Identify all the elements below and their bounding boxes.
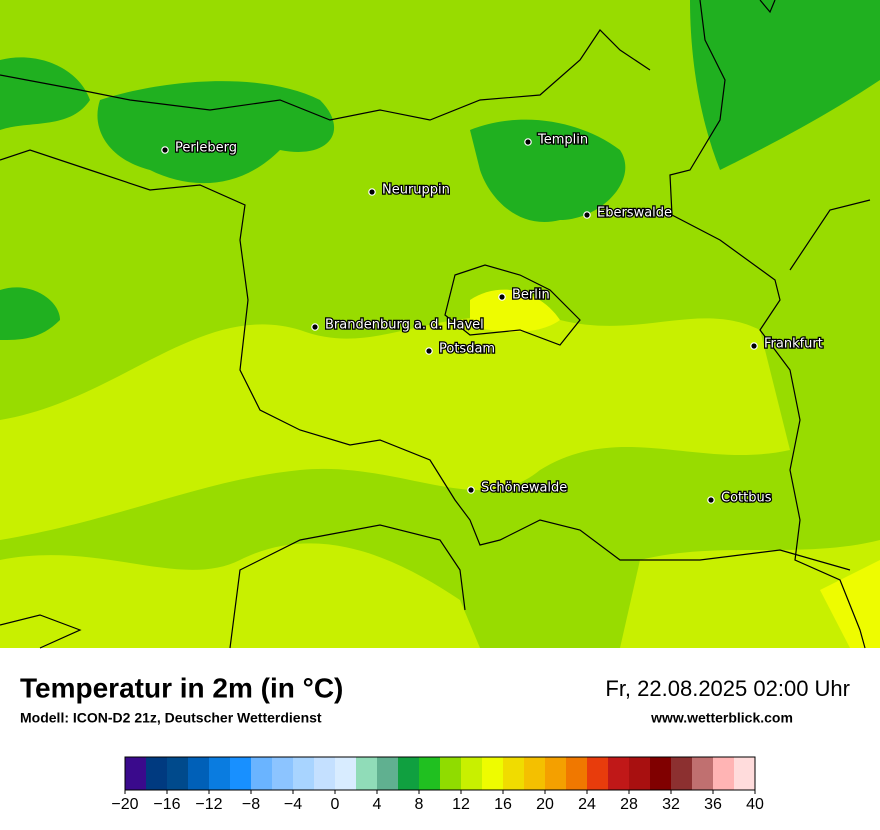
colorbar-cell: [692, 757, 714, 790]
city-dot: [425, 347, 433, 355]
colorbar-tick-label: 12: [452, 796, 470, 813]
colorbar-cell: [188, 757, 210, 790]
colorbar-tick-label: 36: [704, 796, 722, 813]
colorbar-cell: [272, 757, 294, 790]
cool-area: [0, 287, 60, 340]
city-label: Frankfurt: [764, 337, 823, 352]
cool-area: [97, 81, 335, 184]
border: [0, 149, 851, 571]
colorbar-cell: [545, 757, 567, 790]
colorbar-cell: [293, 757, 315, 790]
colorbar-tick-label: 4: [373, 796, 382, 813]
colorbar-cell: [713, 757, 735, 790]
border: [789, 199, 871, 271]
colorbar-cell: [440, 757, 462, 790]
city-label: Eberswalde: [597, 206, 672, 221]
colorbar-frame: [124, 756, 756, 791]
colorbar-cell: [461, 757, 483, 790]
colorbar-cell: [167, 757, 189, 790]
border: [444, 264, 581, 346]
border: [759, 0, 776, 14]
colorbar-cell: [419, 757, 441, 790]
colorbar-tick-label: −8: [242, 796, 260, 813]
city-dot: [311, 323, 319, 331]
colorbar-cell: [650, 757, 672, 790]
warm-area: [0, 543, 480, 648]
colorbar-cell: [335, 757, 357, 790]
cool-area: [470, 119, 626, 222]
colorbar-cell: [377, 757, 399, 790]
source: www.wetterblick.com: [650, 710, 793, 726]
colorbar-cell: [251, 757, 273, 790]
border: [0, 29, 651, 121]
colorbar-tick-label: 28: [620, 796, 638, 813]
colorbar-cell: [734, 757, 756, 790]
colorbar-cell: [146, 757, 168, 790]
border: [0, 614, 82, 649]
border: [229, 524, 466, 649]
valid-time: Fr, 22.08.2025 02:00 Uhr: [605, 676, 850, 701]
border: [669, 0, 866, 649]
colorbar-cell: [587, 757, 609, 790]
colorbar-cell: [608, 757, 630, 790]
city-dot: [583, 211, 591, 219]
colorbar-cell: [230, 757, 252, 790]
colorbar-cell: [524, 757, 546, 790]
colorbar-tick-label: −16: [153, 796, 180, 813]
colorbar-tick-label: 20: [536, 796, 554, 813]
colorbar-cell: [125, 757, 147, 790]
model-info: Modell: ICON-D2 21z, Deutscher Wetterdie…: [20, 710, 322, 726]
cities: Perleberg Templin Neuruppin Eberswalde Berli…: [161, 131, 824, 507]
colorbar-cell: [398, 757, 420, 790]
city-dot: [707, 496, 715, 504]
city-label: Schönewalde: [481, 481, 567, 496]
city-label: Berlin: [512, 288, 550, 303]
colorbar-tick-label: −4: [284, 796, 302, 813]
city-dot: [467, 486, 475, 494]
hot-area: [470, 289, 560, 332]
city-label: Brandenburg a. d. Havel: [325, 318, 484, 333]
colorbar-cell: [482, 757, 504, 790]
title: Temperatur in 2m (in °C): [20, 672, 343, 703]
city-dot: [498, 293, 506, 301]
colorbar-cell: [566, 757, 588, 790]
colorbar-tick-label: 16: [494, 796, 512, 813]
city-dot: [161, 146, 169, 154]
city-label: Templin: [537, 133, 588, 148]
cool-area: [0, 57, 90, 130]
city-label: Potsdam: [439, 342, 495, 357]
colorbar-tick-label: 40: [746, 796, 764, 813]
city-label: Cottbus: [721, 491, 772, 506]
colorbar-cell: [671, 757, 693, 790]
warm-area: [0, 315, 790, 540]
colorbar-tick-label: 0: [331, 796, 340, 813]
city-dot: [750, 342, 758, 350]
colorbar-tick-label: −12: [195, 796, 222, 813]
warm-area: [620, 540, 880, 648]
colorbar-cell: [356, 757, 378, 790]
city-label: Neuruppin: [382, 183, 450, 198]
colorbar: −20 −16 −12 −8 −4 0 4 8 12 16 20 24 28 32 36 40: [111, 756, 764, 813]
colorbar-cell: [629, 757, 651, 790]
cool-area: [690, 0, 880, 170]
colorbar-cell: [209, 757, 231, 790]
map: Perleberg Templin Neuruppin Eberswalde Berli…: [0, 0, 880, 649]
city-dot: [368, 188, 376, 196]
colorbar-tick-label: −20: [111, 796, 138, 813]
city-label: Perleberg: [175, 141, 237, 156]
city-dot: [524, 138, 532, 146]
colorbar-tick-label: 8: [415, 796, 424, 813]
borders: [0, 0, 871, 649]
colorbar-tick-label: 24: [578, 796, 596, 813]
colorbar-cell: [503, 757, 525, 790]
colorbar-tick-label: 32: [662, 796, 680, 813]
colorbar-cell: [314, 757, 336, 790]
